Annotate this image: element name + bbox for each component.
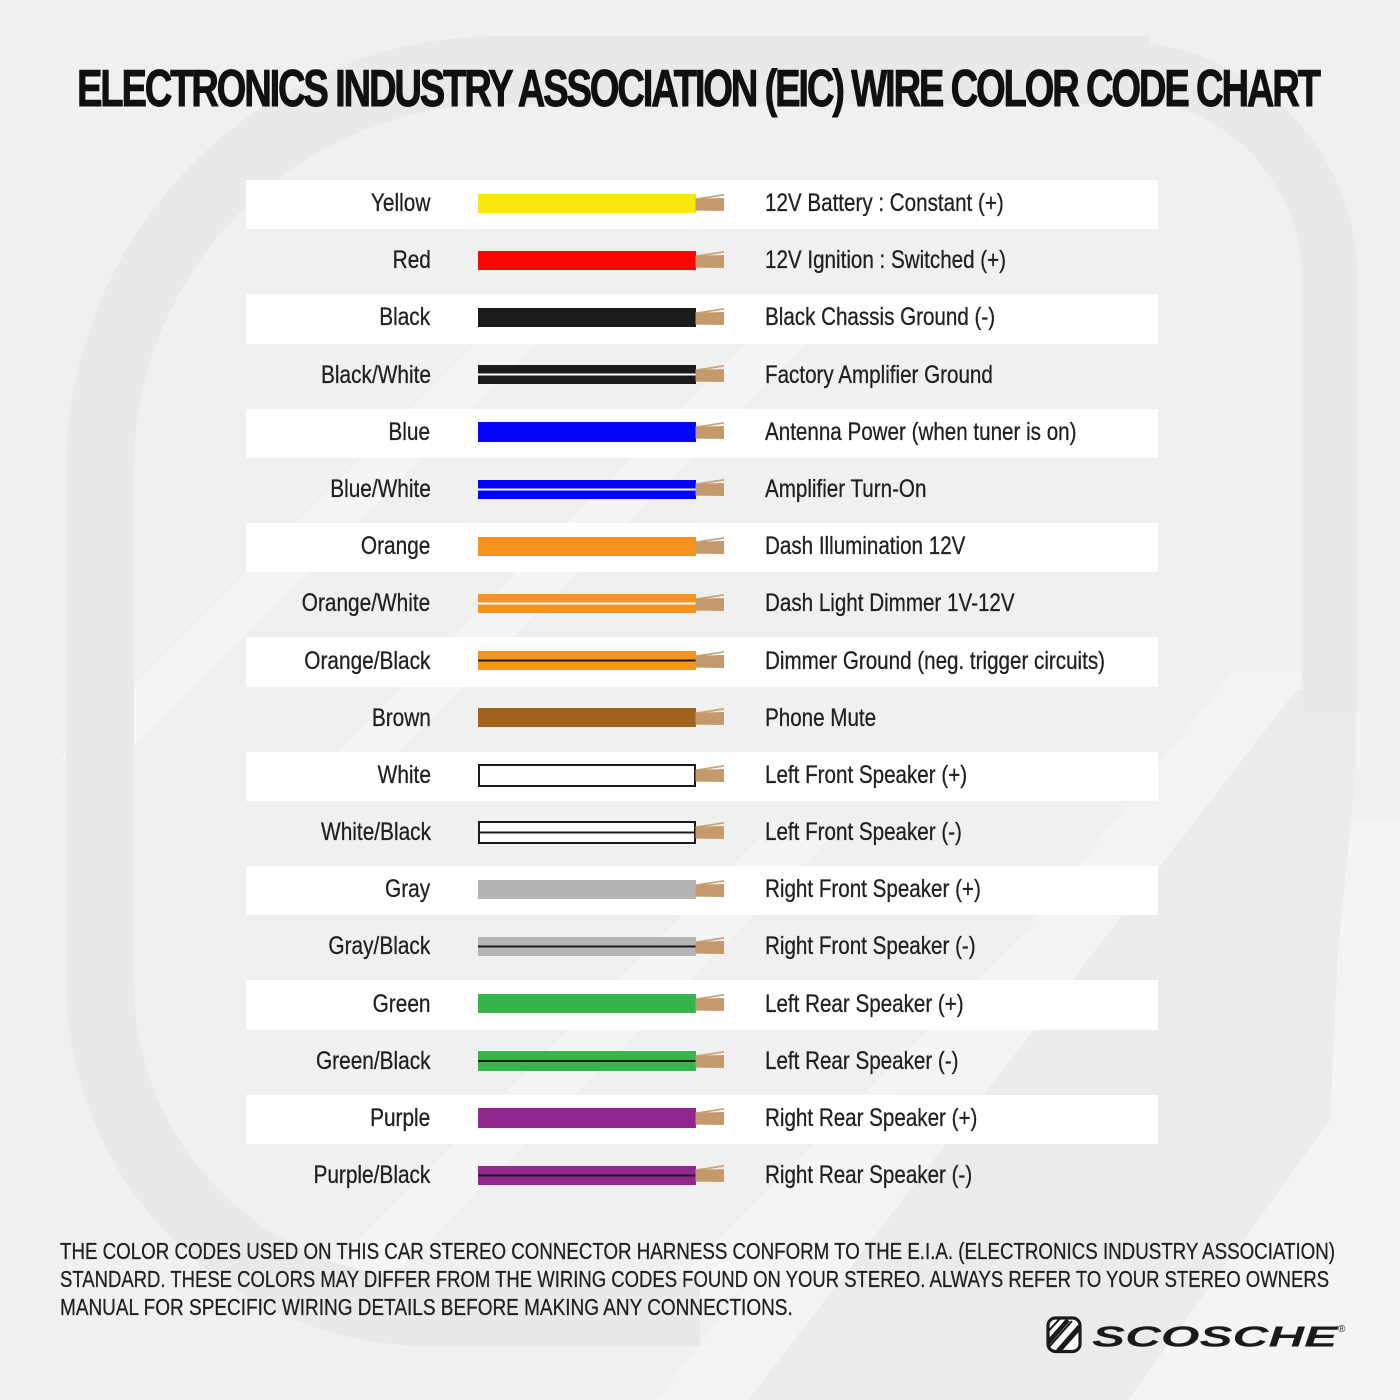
svg-text:SCOSCHE: SCOSCHE <box>1092 1320 1338 1352</box>
svg-text:®: ® <box>1338 1324 1346 1335</box>
